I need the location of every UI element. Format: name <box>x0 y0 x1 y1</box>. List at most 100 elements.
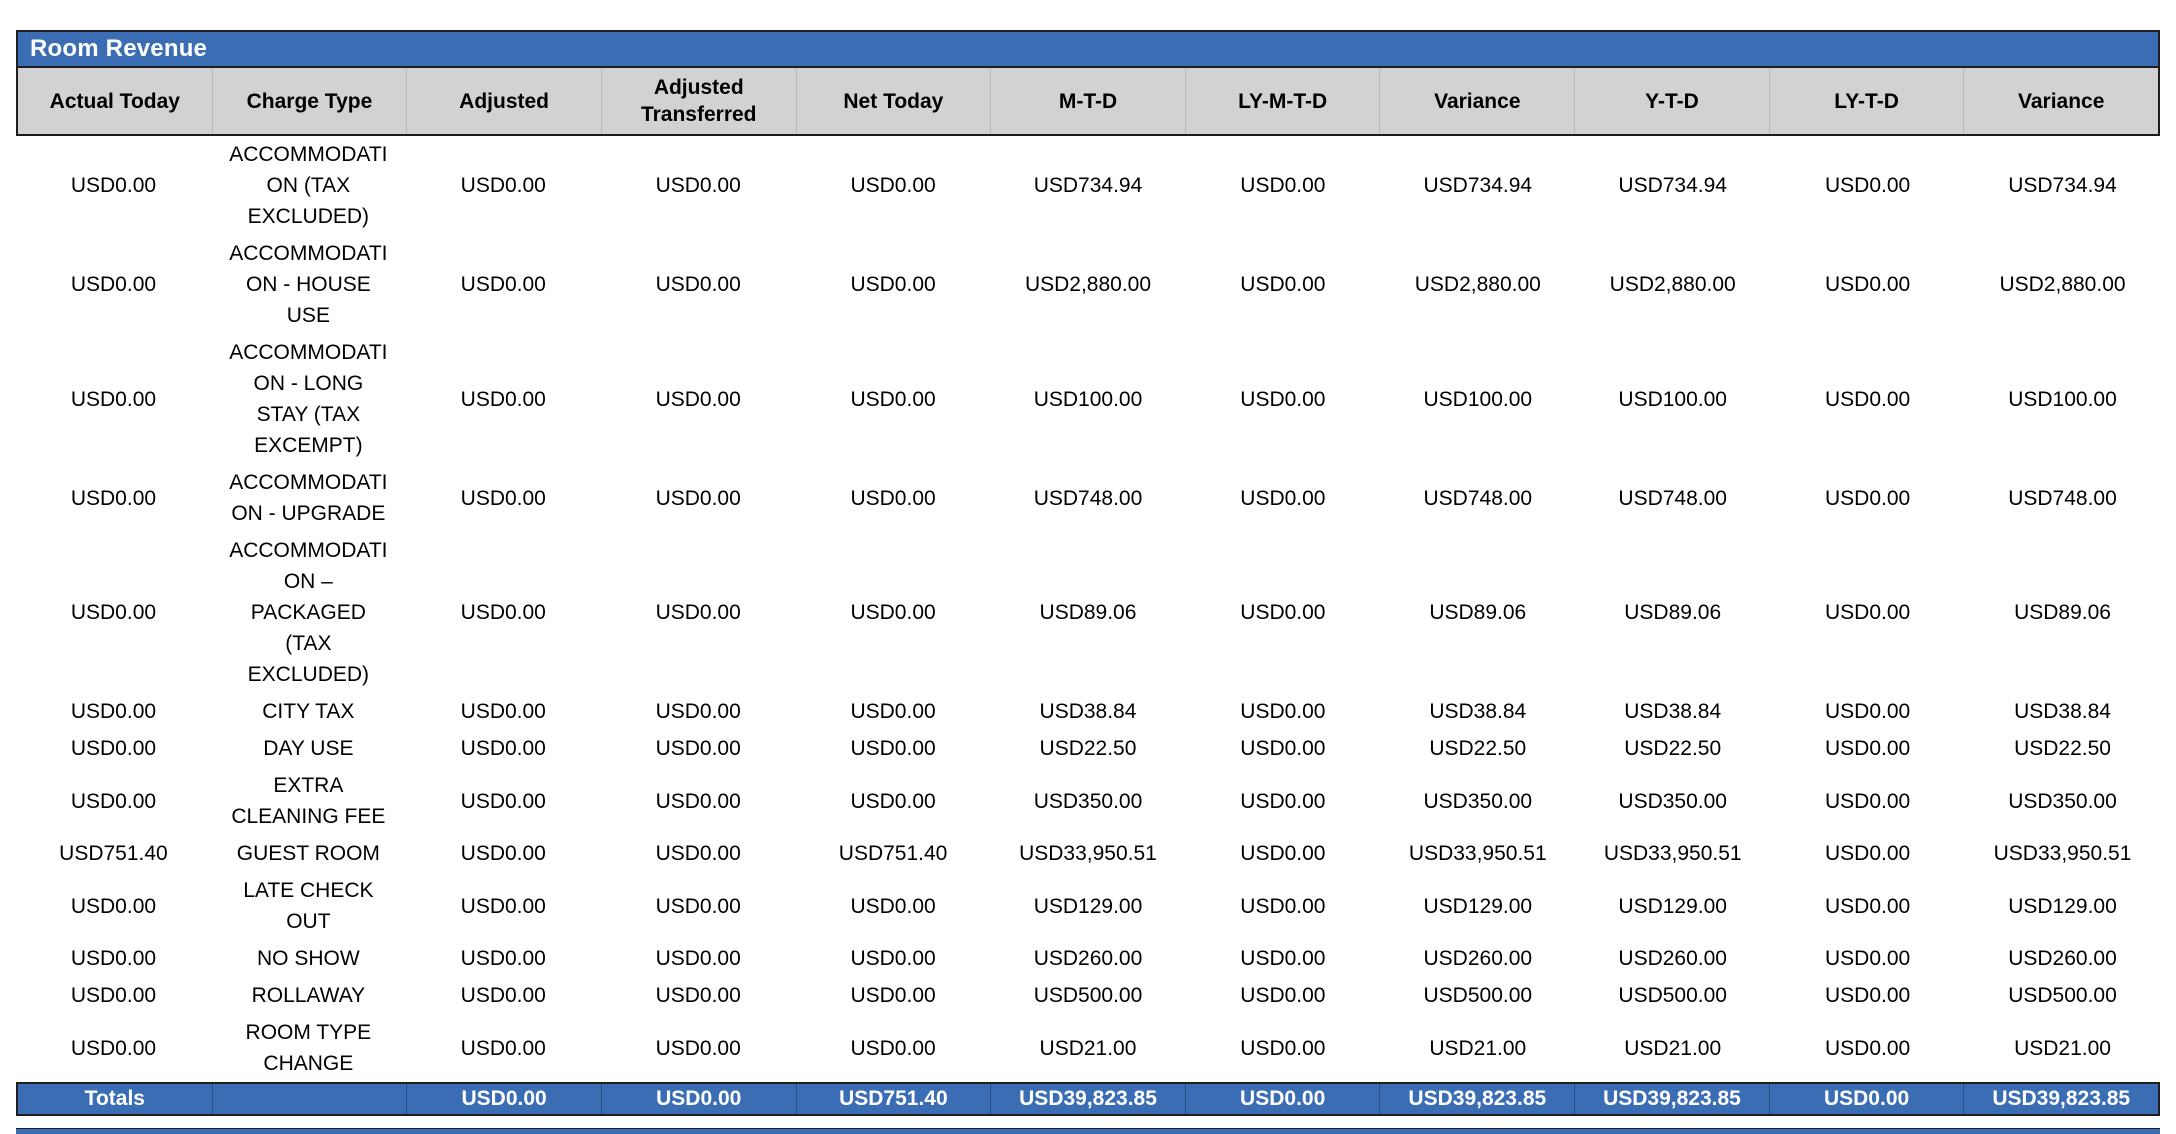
totals-amount-cell: USD751.40 <box>795 1084 991 1114</box>
amount-cell: USD100.00 <box>1033 387 1143 411</box>
amount-cell: USD0.00 <box>1825 737 1911 760</box>
amount-cell: USD100.00 <box>1423 387 1533 411</box>
amount-cell: USD22.50 <box>1039 737 1137 760</box>
section-title-bar: Room Revenue <box>16 30 2160 68</box>
amount-cell: USD0.00 <box>70 947 157 970</box>
amount-cell: USD0.00 <box>850 789 936 813</box>
amount-cell: USD21.00 <box>2014 1036 2111 1060</box>
amount-cell: USD0.00 <box>850 894 936 918</box>
amount-cell: USD748.00 <box>1423 486 1533 510</box>
amount-cell: USD0.00 <box>460 601 546 624</box>
amount-cell: USD0.00 <box>460 387 546 411</box>
charge-type-cell: GUEST ROOM <box>236 842 380 865</box>
charge-type-cell: CITY TAX <box>262 700 355 723</box>
amount-cell: USD0.00 <box>655 601 741 624</box>
amount-cell: USD0.00 <box>1240 737 1326 760</box>
amount-cell: USD751.40 <box>838 842 948 865</box>
amount-cell: USD751.40 <box>59 842 168 865</box>
amount-cell: USD0.00 <box>70 789 157 813</box>
amount-cell: USD0.00 <box>655 174 741 197</box>
totals-label: Totals <box>84 1087 145 1110</box>
amount-cell: USD748.00 <box>1033 486 1143 510</box>
amount-cell: USD2,880.00 <box>1609 273 1736 296</box>
totals-amount-cell: USD0.00 <box>406 1084 601 1114</box>
amount-cell: USD0.00 <box>1825 789 1911 813</box>
amount-cell: USD22.50 <box>1429 737 1527 760</box>
amount-cell: USD33,950.51 <box>1603 842 1742 865</box>
table-row: USD0.00 EXTRA CLEANING FEE USD0.00 USD0.00 U… <box>16 767 2160 835</box>
totals-amount-cell: USD39,823.85 <box>1574 1084 1769 1114</box>
column-header: Charge Type <box>211 68 407 134</box>
amount-cell: USD21.00 <box>1039 1036 1137 1060</box>
charge-type-cell: EXTRA CLEANING FEE <box>231 774 386 828</box>
amount-cell: USD0.00 <box>1240 1036 1326 1060</box>
amount-cell: USD0.00 <box>1825 700 1911 723</box>
amount-cell: USD0.00 <box>460 789 546 813</box>
totals-row: Totals USD0.00 USD0.00 USD751.40 USD39,823.8… <box>16 1082 2160 1116</box>
table-row: USD0.00 ACCOMMODATI ON (TAX EXCLUDED) USD0… <box>16 136 2160 235</box>
amount-cell: USD0.00 <box>1825 1036 1911 1060</box>
totals-amount-cell: USD39,823.85 <box>990 1084 1185 1114</box>
amount-cell: USD0.00 <box>1240 387 1326 411</box>
amount-cell: USD0.00 <box>460 947 546 970</box>
amount-cell: USD129.00 <box>1423 894 1533 918</box>
amount-cell: USD0.00 <box>1240 700 1326 723</box>
amount-cell: USD0.00 <box>1240 947 1326 970</box>
totals-amount-cell: USD39,823.85 <box>1379 1084 1574 1114</box>
table-row: USD0.00 ACCOMMODATI ON - HOUSE USE USD0.00… <box>16 235 2160 334</box>
amount-cell: USD38.84 <box>1039 700 1137 723</box>
amount-cell: USD0.00 <box>70 984 157 1007</box>
amount-cell: USD748.00 <box>1618 486 1727 510</box>
table-row: USD0.00 ROOM TYPE CHANGE USD0.00 USD0.00 USD… <box>16 1014 2160 1082</box>
amount-cell: USD0.00 <box>850 737 936 760</box>
amount-cell: USD22.50 <box>1624 737 1722 760</box>
amount-cell: USD0.00 <box>1240 984 1326 1007</box>
amount-cell: USD734.94 <box>2008 174 2117 197</box>
amount-cell: USD500.00 <box>1423 984 1533 1007</box>
table-row: USD0.00 NO SHOW USD0.00 USD0.00 USD0.00 USD26… <box>16 940 2160 977</box>
amount-cell: USD500.00 <box>2008 984 2117 1007</box>
amount-cell: USD0.00 <box>460 1036 546 1060</box>
amount-cell: USD0.00 <box>655 1036 741 1060</box>
amount-cell: USD0.00 <box>655 789 741 813</box>
column-header: Actual Today <box>49 89 180 113</box>
section-title: Room Revenue <box>30 35 208 62</box>
amount-cell: USD0.00 <box>70 601 157 624</box>
table-row: USD0.00 DAY USE USD0.00 USD0.00 USD0.00 USD22… <box>16 730 2160 767</box>
amount-cell: USD748.00 <box>2008 486 2117 510</box>
amount-cell: USD33,950.51 <box>1408 842 1547 865</box>
totals-amount-cell <box>211 1084 407 1114</box>
amount-cell: USD0.00 <box>655 387 741 411</box>
amount-cell: USD0.00 <box>1240 789 1326 813</box>
amount-cell: USD22.50 <box>2014 737 2111 760</box>
table-row: USD0.00 ACCOMMODATI ON – PACKAGED (TAX EX… <box>16 532 2160 693</box>
totals-amount-cell: USD0.00 <box>1768 1084 1964 1114</box>
amount-cell: USD0.00 <box>1240 486 1326 510</box>
amount-cell: USD89.06 <box>1624 601 1722 624</box>
totals-amount-cell: USD0.00 <box>600 1084 796 1114</box>
amount-cell: USD0.00 <box>1240 601 1326 624</box>
amount-cell: USD100.00 <box>1618 387 1727 411</box>
amount-cell: USD0.00 <box>1240 174 1326 197</box>
amount-cell: USD0.00 <box>460 842 546 865</box>
amount-cell: USD2,880.00 <box>1024 273 1152 296</box>
charge-type-cell: NO SHOW <box>257 947 360 970</box>
amount-cell: USD0.00 <box>850 947 936 970</box>
column-header-row: Actual Today Charge Type Adjusted Adjusted … <box>16 68 2160 136</box>
amount-cell: USD0.00 <box>1825 486 1911 510</box>
table-body: USD0.00 ACCOMMODATI ON (TAX EXCLUDED) USD0… <box>16 136 2160 1082</box>
amount-cell: USD0.00 <box>460 174 546 197</box>
amount-cell: USD21.00 <box>1429 1036 1527 1060</box>
column-header: Variance <box>1379 68 1574 134</box>
amount-cell: USD0.00 <box>850 601 936 624</box>
amount-cell: USD38.84 <box>2014 700 2111 723</box>
amount-cell: USD0.00 <box>460 894 546 918</box>
amount-cell: USD0.00 <box>1825 273 1911 296</box>
charge-type-cell: ACCOMMODATI ON - LONG STAY (TAX EXCEMPT) <box>229 341 388 457</box>
charge-type-cell: ACCOMMODATI ON - HOUSE USE <box>229 242 388 327</box>
amount-cell: USD0.00 <box>1825 947 1911 970</box>
amount-cell: USD129.00 <box>2008 894 2117 918</box>
amount-cell: USD0.00 <box>1825 842 1911 865</box>
amount-cell: USD0.00 <box>850 486 936 510</box>
amount-cell: USD0.00 <box>655 700 741 723</box>
